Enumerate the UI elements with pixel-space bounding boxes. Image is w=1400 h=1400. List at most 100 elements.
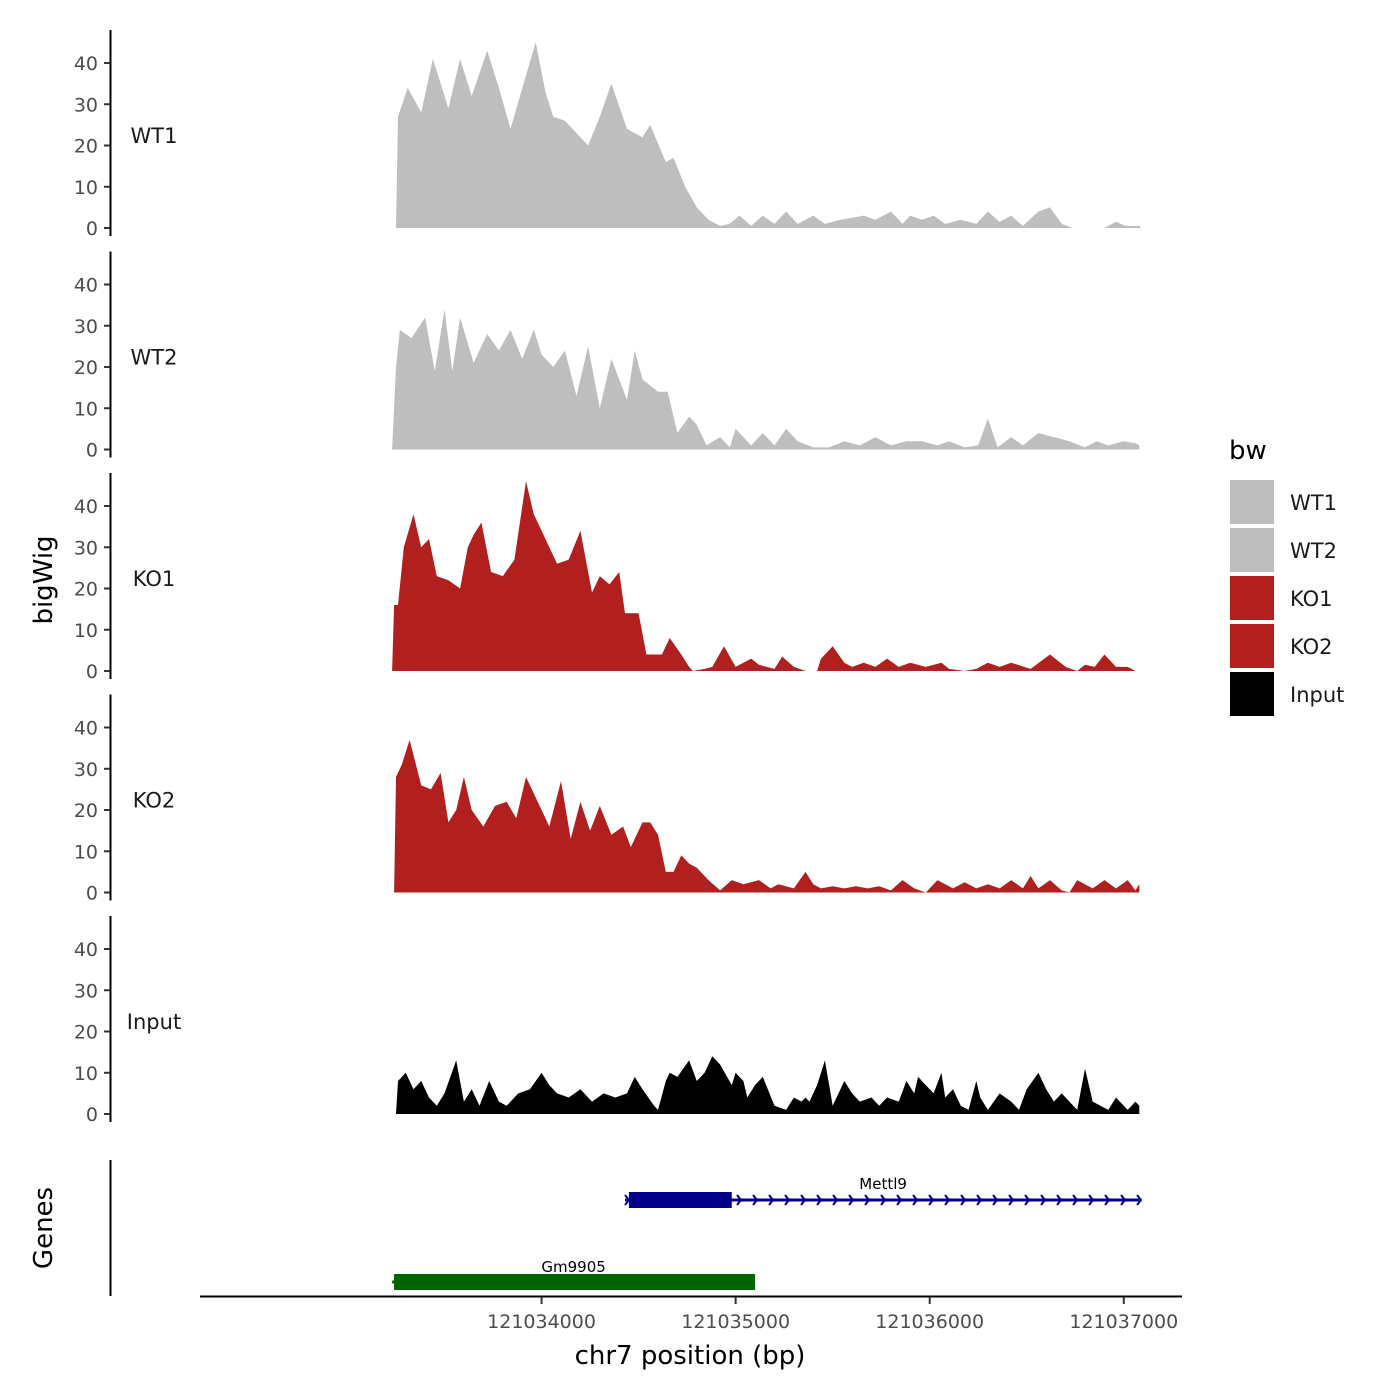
gene-exon <box>394 1274 756 1290</box>
strand-arrow <box>784 1194 791 1206</box>
legend-item-wt2: WT2 <box>1230 528 1337 572</box>
genes-track-title: Genes <box>29 1187 59 1269</box>
track-label-wt1: WT1 <box>131 124 178 148</box>
x-tick-label: 121037000 <box>1069 1311 1178 1333</box>
y-tick-label: 20 <box>74 579 98 601</box>
gene-exon <box>628 1192 732 1208</box>
y-tick-label: 40 <box>74 939 98 961</box>
strand-arrow <box>880 1194 887 1206</box>
y-tick-label: 0 <box>86 883 98 905</box>
legend-title: bw <box>1229 436 1267 466</box>
y-tick-label: 0 <box>86 440 98 462</box>
area-input <box>396 1056 1140 1114</box>
y-tick-label: 10 <box>74 620 98 642</box>
y-tick-label: 30 <box>74 537 98 559</box>
y-tick-label: 40 <box>74 275 98 297</box>
gene-gm9905: Gm9905 <box>392 1258 756 1290</box>
area-ko2 <box>394 739 1140 893</box>
legend-label: Input <box>1290 683 1344 707</box>
track-label-ko1: KO1 <box>133 567 176 591</box>
y-tick-label: 0 <box>86 661 98 683</box>
x-axis-title: chr7 position (bp) <box>575 1341 806 1371</box>
strand-arrow <box>944 1194 951 1206</box>
legend-item-wt1: WT1 <box>1230 480 1337 524</box>
strand-arrow <box>960 1194 967 1206</box>
strand-arrow <box>1136 1194 1143 1206</box>
strand-arrow <box>928 1194 935 1206</box>
strand-arrow <box>800 1194 807 1206</box>
strand-arrow <box>832 1194 839 1206</box>
y-tick-label: 10 <box>74 841 98 863</box>
y-tick-label: 20 <box>74 1022 98 1044</box>
strand-arrow <box>768 1194 775 1206</box>
area-wt1 <box>396 42 1142 229</box>
y-tick-label: 20 <box>74 800 98 822</box>
y-tick-label: 10 <box>74 1063 98 1085</box>
x-tick-label: 121035000 <box>681 1311 790 1333</box>
track-wt2: 0 10 20 30 40 WT2 <box>74 251 1140 462</box>
strand-arrow <box>896 1194 903 1206</box>
x-axis: 121034000 121035000 121036000 121037000 <box>200 1295 1182 1333</box>
y-tick-label: 40 <box>74 496 98 518</box>
track-ko2: 0 10 20 30 40 KO2 <box>74 694 1140 905</box>
gene-mettl9: Mettl9 <box>624 1175 1143 1208</box>
y-tick-label: 30 <box>74 94 98 116</box>
area-ko1 <box>392 481 1142 671</box>
signal-tracks: 0 10 20 30 40 WT1 0 10 20 30 40 WT2 0 10 20 30 40 KO1 0 10 2… <box>74 30 1142 1126</box>
strand-arrow <box>1040 1194 1047 1206</box>
strand-arrow <box>864 1194 871 1206</box>
gene-label: Gm9905 <box>541 1258 605 1276</box>
area-wt2 <box>392 309 1140 450</box>
legend-label: KO2 <box>1290 635 1333 659</box>
strand-arrow <box>976 1194 983 1206</box>
y-tick-label: 40 <box>74 718 98 740</box>
strand-arrow <box>992 1194 999 1206</box>
y-tick-label: 10 <box>74 177 98 199</box>
track-label-input: Input <box>127 1010 181 1034</box>
track-ko1: 0 10 20 30 40 KO1 <box>74 473 1142 683</box>
strand-arrow <box>1088 1194 1095 1206</box>
strand-arrow <box>1056 1194 1063 1206</box>
y-tick-label: 0 <box>86 1104 98 1126</box>
strand-arrow <box>1104 1194 1111 1206</box>
y-axis-title: bigWig <box>29 535 59 624</box>
y-tick-label: 30 <box>74 980 98 1002</box>
strand-arrow <box>1072 1194 1079 1206</box>
legend-swatch <box>1230 576 1274 620</box>
legend-item-input: Input <box>1230 672 1344 716</box>
track-label-wt2: WT2 <box>131 346 178 370</box>
legend-label: WT1 <box>1290 491 1337 515</box>
genes-track: Genes Mettl9 Gm9905 <box>29 1160 1143 1296</box>
legend-swatch <box>1230 528 1274 572</box>
strand-arrow <box>848 1194 855 1206</box>
strand-arrow <box>1120 1194 1127 1206</box>
legend-item-ko2: KO2 <box>1230 624 1333 668</box>
y-tick-label: 30 <box>74 316 98 338</box>
y-tick-label: 40 <box>74 53 98 75</box>
strand-arrow <box>816 1194 823 1206</box>
x-tick-label: 121034000 <box>487 1311 596 1333</box>
x-tick-label: 121036000 <box>875 1311 984 1333</box>
y-tick-label: 10 <box>74 398 98 420</box>
y-tick-label: 0 <box>86 218 98 240</box>
gene-label: Mettl9 <box>859 1175 907 1193</box>
strand-arrow <box>912 1194 919 1206</box>
track-input: 0 10 20 30 40 Input <box>74 916 1140 1126</box>
legend: bw WT1 WT2 KO1 KO2 Input <box>1229 436 1344 716</box>
y-tick-label: 30 <box>74 759 98 781</box>
strand-arrow <box>1008 1194 1015 1206</box>
strand-arrow <box>736 1194 743 1206</box>
legend-label: WT2 <box>1290 539 1337 563</box>
track-wt1: 0 10 20 30 40 WT1 <box>74 30 1142 240</box>
track-label-ko2: KO2 <box>133 789 176 813</box>
y-tick-label: 20 <box>74 357 98 379</box>
legend-swatch <box>1230 480 1274 524</box>
strand-arrow <box>752 1194 759 1206</box>
legend-label: KO1 <box>1290 587 1333 611</box>
strand-arrow <box>1024 1194 1031 1206</box>
legend-swatch <box>1230 672 1274 716</box>
legend-item-ko1: KO1 <box>1230 576 1333 620</box>
legend-swatch <box>1230 624 1274 668</box>
y-tick-label: 20 <box>74 136 98 158</box>
